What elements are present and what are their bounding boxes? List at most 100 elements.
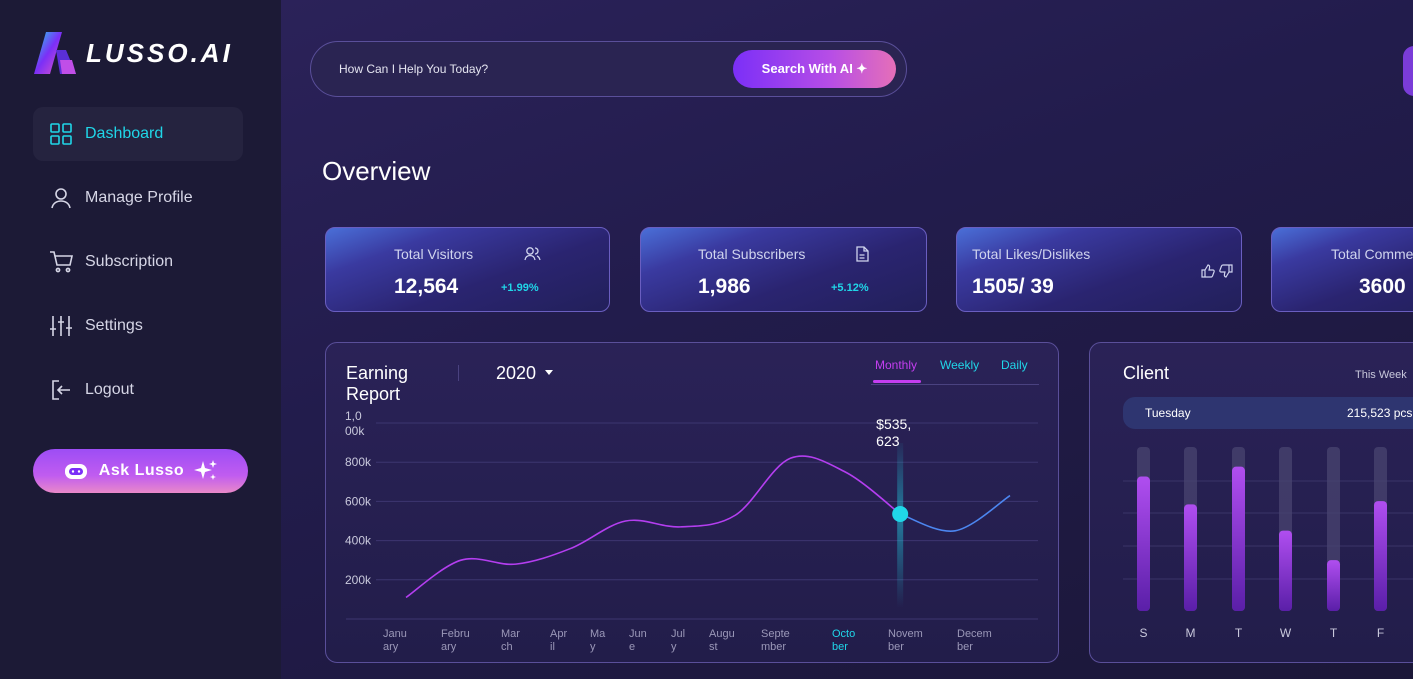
page-title: Overview: [322, 156, 431, 186]
stat-label: Total Subscribers: [698, 246, 806, 262]
stat-card-visitors: Total Visitors 12,564 +1.99%: [325, 227, 610, 312]
stat-change: +5.12%: [831, 282, 869, 294]
stat-change: +1.99%: [501, 282, 539, 294]
lusso-logo-icon: [34, 32, 76, 74]
document-icon: [855, 246, 871, 262]
chevron-down-icon[interactable]: [545, 370, 553, 375]
tab-active-indicator: [873, 380, 921, 383]
data-point: [953, 529, 957, 533]
sliders-icon: [49, 314, 73, 338]
search-input[interactable]: [339, 62, 719, 76]
stat-value: 1505/ 39: [972, 275, 1054, 298]
users-icon: [524, 246, 541, 262]
x-tick-label: Septe mber: [761, 628, 790, 653]
brand-logo[interactable]: LUSSO.AI: [32, 30, 233, 76]
sidebar: LUSSO.AI Dashboard Manage Profile Subscr…: [0, 0, 281, 679]
stat-label: Total Comme: [1331, 246, 1413, 262]
selected-amount: 215,523 pcs: [1347, 406, 1413, 420]
sidebar-item-label: Manage Profile: [85, 189, 193, 206]
selected-day-pill: Tuesday 215,523 pcs: [1123, 397, 1413, 429]
stat-value: 1,986: [698, 275, 751, 298]
x-tick-label: Ma y: [590, 628, 606, 653]
earning-report-panel: Earning Report 2020 Monthly Weekly Daily…: [325, 342, 1059, 663]
sidebar-item-logout[interactable]: Logout: [33, 363, 243, 417]
stat-card-subscribers: Total Subscribers 1,986 +5.12%: [640, 227, 927, 312]
sparkle-icon: [194, 460, 218, 480]
year-select[interactable]: 2020: [496, 363, 537, 383]
x-tick-label: Novem ber: [888, 628, 923, 653]
data-point: [733, 513, 737, 517]
stat-value: 3600: [1359, 275, 1406, 298]
y-tick-label: 200k: [345, 573, 372, 587]
x-tick-label: Apr il: [550, 628, 567, 653]
x-tick-label: Mar ch: [501, 628, 520, 653]
bar[interactable]: [1137, 476, 1150, 611]
x-tick-label: Octo ber: [832, 628, 855, 653]
cart-icon: [49, 250, 73, 274]
y-tick-label: 400k: [345, 534, 372, 548]
tab-monthly[interactable]: Monthly: [875, 358, 918, 372]
line-series-projected: [899, 494, 1011, 532]
data-point: [404, 595, 408, 599]
search-with-ai-button[interactable]: Search With AI ✦: [733, 50, 896, 88]
ask-lusso-button[interactable]: Ask Lusso: [33, 449, 248, 493]
sidebar-item-settings[interactable]: Settings: [33, 299, 243, 353]
divider: [458, 365, 459, 381]
client-panel: Client This Week Tuesday 215,523 pcs S M T…: [1089, 342, 1413, 663]
logout-icon: [49, 378, 73, 402]
sidebar-item-subscription[interactable]: Subscription: [33, 235, 243, 289]
data-point: [843, 470, 847, 474]
data-point: [788, 456, 792, 460]
avatar[interactable]: [1403, 46, 1413, 96]
y-tick-label: 800k: [345, 455, 372, 469]
stat-card-comments: Total Comme 3600: [1271, 227, 1413, 312]
stat-value: 12,564: [394, 275, 459, 298]
stat-label: Total Visitors: [394, 246, 474, 262]
grid-icon: [49, 122, 73, 146]
x-tick-label: Jul y: [671, 628, 685, 653]
x-tick-label: M: [1186, 626, 1196, 640]
main-content: Search With AI ✦ Overview Total Visitors…: [281, 0, 1413, 679]
bar[interactable]: [1279, 530, 1292, 611]
earning-line-chart: 1,0 00k 800k 600k 400k 200k Janu ary Febru ary Mar…: [345, 409, 1038, 653]
bar[interactable]: [1327, 560, 1340, 611]
x-tick-label: Augu st: [709, 628, 735, 653]
bar[interactable]: [1184, 504, 1197, 611]
bar[interactable]: [1374, 501, 1387, 611]
data-point: [679, 525, 683, 529]
tab-weekly[interactable]: Weekly: [940, 358, 980, 372]
user-icon: [49, 186, 73, 210]
sidebar-item-label: Subscription: [85, 253, 174, 270]
x-tick-label: F: [1377, 626, 1384, 640]
brand-name: LUSSO.AI: [86, 37, 233, 68]
value-tooltip: $535, 623: [876, 416, 911, 449]
x-tick-label: W: [1280, 626, 1292, 640]
data-point: [1008, 494, 1012, 498]
x-tick-label: T: [1330, 626, 1338, 640]
x-tick-label: Febru ary: [441, 628, 470, 653]
robot-icon: [64, 464, 87, 479]
x-tick-label: Janu ary: [383, 628, 407, 653]
sidebar-item-label: Logout: [85, 381, 134, 398]
period-select[interactable]: This Week: [1355, 369, 1407, 381]
data-point: [569, 546, 573, 550]
highlight-point[interactable]: [892, 506, 909, 523]
sidebar-item-manage-profile[interactable]: Manage Profile: [33, 171, 243, 225]
ask-lusso-label: Ask Lusso: [98, 462, 185, 479]
x-tick-label: Decem ber: [957, 628, 992, 653]
tab-daily[interactable]: Daily: [1001, 358, 1028, 372]
sidebar-item-label: Dashboard: [85, 125, 164, 142]
x-tick-label: S: [1139, 626, 1147, 640]
data-point: [514, 562, 518, 566]
bar[interactable]: [1232, 466, 1245, 611]
client-title: Client: [1123, 363, 1170, 383]
stat-label: Total Likes/Dislikes: [972, 246, 1091, 262]
stat-card-likes: Total Likes/Dislikes 1505/ 39: [956, 227, 1242, 312]
sidebar-item-dashboard[interactable]: Dashboard: [33, 107, 243, 161]
y-tick-label: 600k: [345, 494, 372, 508]
x-tick-label: T: [1235, 626, 1243, 640]
thumbs-icon: [1201, 263, 1237, 279]
sidebar-item-label: Settings: [85, 317, 143, 334]
line-series-past: [405, 455, 901, 599]
